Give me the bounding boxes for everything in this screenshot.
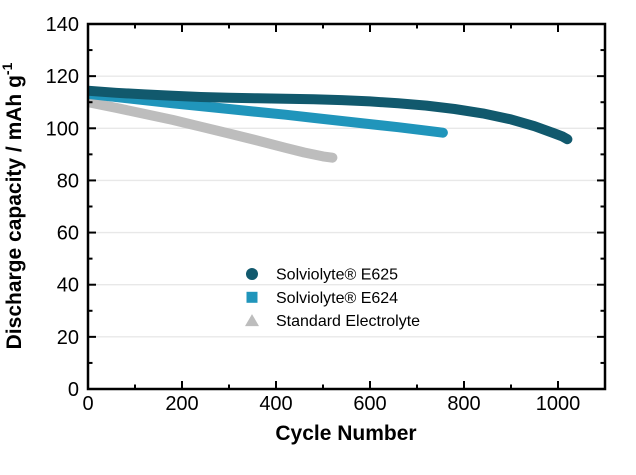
x-axis-title: Cycle Number xyxy=(275,422,416,445)
x-tick-label-0: 0 xyxy=(82,393,93,415)
x-tick-label-1000: 1000 xyxy=(536,393,581,415)
y-tick-label-100: 100 xyxy=(46,118,79,140)
x-tick-label-400: 400 xyxy=(259,393,292,415)
x-tick-label-200: 200 xyxy=(165,393,198,415)
gridlines xyxy=(88,75,605,338)
plot-frame-and-ticks xyxy=(86,22,607,391)
y-tick-label-120: 120 xyxy=(46,66,79,88)
legend-marker-triangle-icon xyxy=(245,314,259,327)
y-tick-label-20: 20 xyxy=(57,327,79,349)
y-tick-label-140: 140 xyxy=(46,14,79,36)
legend-marker-square-icon xyxy=(246,291,258,303)
legend-label-standard-electrolyte: Standard Electrolyte xyxy=(276,313,420,330)
y-tick-label-40: 40 xyxy=(57,275,79,297)
tick-labels: 0 200 400 600 800 1000 0 20 40 60 80 100 120 140 xyxy=(46,14,581,415)
y-axis-title-superscript: -1 xyxy=(0,62,15,75)
series-band-solviolyte-e624 xyxy=(88,88,448,138)
y-tick-label-80: 80 xyxy=(57,170,79,192)
x-tick-label-600: 600 xyxy=(353,393,386,415)
data-series xyxy=(88,85,573,163)
series-band-standard-electrolyte xyxy=(88,97,338,163)
x-tick-label-800: 800 xyxy=(447,393,480,415)
y-tick-label-60: 60 xyxy=(57,223,79,245)
legend-label-solviolyte-e624: Solviolyte® E624 xyxy=(276,290,398,307)
y-axis-title-main: Discharge capacity / mAh g xyxy=(3,75,26,349)
plot-frame xyxy=(86,22,607,391)
legend: Solviolyte® E625 Solviolyte® E624 Standard… xyxy=(245,267,420,330)
y-axis-title: Discharge capacity / mAh g-1 xyxy=(0,62,26,349)
legend-marker-circle-icon xyxy=(246,268,258,280)
series-band-solviolyte-e625 xyxy=(88,85,573,145)
y-tick-label-0: 0 xyxy=(68,379,79,401)
legend-label-solviolyte-e625: Solviolyte® E625 xyxy=(276,267,398,284)
